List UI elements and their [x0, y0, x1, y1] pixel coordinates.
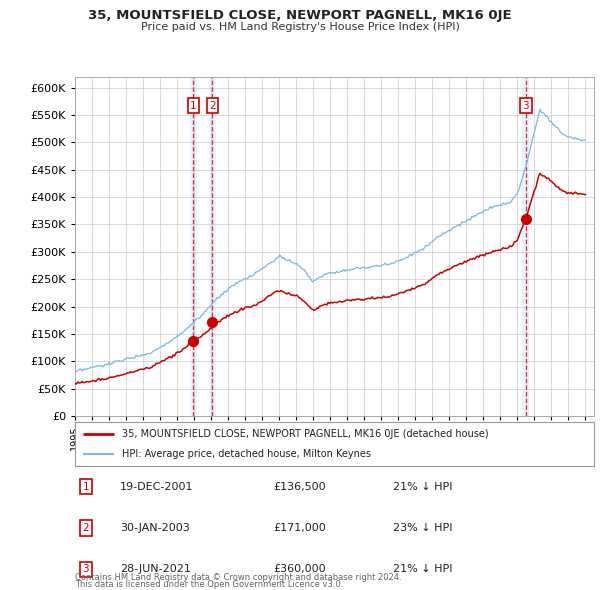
Text: HPI: Average price, detached house, Milton Keynes: HPI: Average price, detached house, Milt… — [122, 449, 371, 459]
Text: 19-DEC-2001: 19-DEC-2001 — [120, 482, 193, 491]
Text: 3: 3 — [523, 100, 529, 110]
Text: 21% ↓ HPI: 21% ↓ HPI — [393, 565, 452, 574]
Bar — [190, 77, 197, 416]
Text: Price paid vs. HM Land Registry's House Price Index (HPI): Price paid vs. HM Land Registry's House … — [140, 22, 460, 32]
Text: Contains HM Land Registry data © Crown copyright and database right 2024.: Contains HM Land Registry data © Crown c… — [75, 573, 401, 582]
Text: £136,500: £136,500 — [273, 482, 326, 491]
Text: £360,000: £360,000 — [273, 565, 326, 574]
Text: 30-JAN-2003: 30-JAN-2003 — [120, 523, 190, 533]
Text: 3: 3 — [82, 565, 89, 574]
Text: 35, MOUNTSFIELD CLOSE, NEWPORT PAGNELL, MK16 0JE (detached house): 35, MOUNTSFIELD CLOSE, NEWPORT PAGNELL, … — [122, 429, 488, 439]
Text: 2: 2 — [82, 523, 89, 533]
Text: 28-JUN-2021: 28-JUN-2021 — [120, 565, 191, 574]
Text: This data is licensed under the Open Government Licence v3.0.: This data is licensed under the Open Gov… — [75, 580, 343, 589]
Text: 23% ↓ HPI: 23% ↓ HPI — [393, 523, 452, 533]
Bar — [209, 77, 216, 416]
Text: 35, MOUNTSFIELD CLOSE, NEWPORT PAGNELL, MK16 0JE: 35, MOUNTSFIELD CLOSE, NEWPORT PAGNELL, … — [88, 9, 512, 22]
Text: 1: 1 — [190, 100, 197, 110]
Text: £171,000: £171,000 — [273, 523, 326, 533]
Bar — [523, 77, 529, 416]
Text: 21% ↓ HPI: 21% ↓ HPI — [393, 482, 452, 491]
Text: 2: 2 — [209, 100, 216, 110]
Text: 1: 1 — [82, 482, 89, 491]
